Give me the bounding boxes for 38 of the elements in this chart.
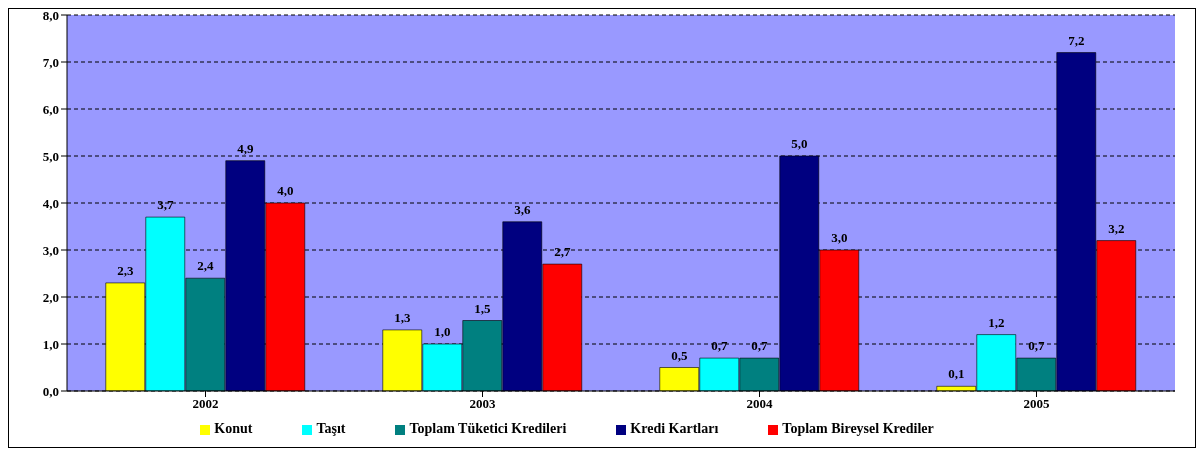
data-label: 7,2 — [1068, 32, 1085, 48]
y-tick-label: 8,0 — [42, 7, 59, 23]
y-tick-label: 4,0 — [42, 195, 59, 211]
legend-label: Toplam Bireysel Krediler — [782, 421, 934, 436]
legend-label: Taşıt — [316, 421, 346, 436]
x-tick-label: 2005 — [1023, 396, 1050, 412]
data-label: 2,4 — [197, 258, 214, 274]
legend-label: Toplam Tüketici Kredileri — [409, 421, 567, 436]
data-label: 5,0 — [791, 136, 808, 151]
data-label: 4,9 — [237, 140, 254, 156]
data-label: 4,0 — [277, 183, 294, 198]
data-label: 3,6 — [514, 201, 531, 217]
y-tick-label: 7,0 — [42, 54, 59, 70]
data-label: 3,2 — [1108, 220, 1125, 236]
y-tick-label: 3,0 — [42, 242, 59, 258]
legend-label: Kredi Kartları — [630, 421, 719, 436]
data-label: 0,7 — [711, 338, 728, 354]
data-label: 3,0 — [831, 230, 848, 245]
data-label: 0,7 — [751, 338, 768, 354]
data-label: 0,1 — [948, 366, 965, 382]
data-label: 2,7 — [554, 244, 571, 260]
y-tick-label: 0,0 — [42, 383, 59, 399]
data-label: 1,3 — [394, 309, 411, 325]
y-tick-label: 1,0 — [42, 336, 59, 352]
data-label: 0,7 — [1028, 338, 1045, 354]
data-label: 1,2 — [988, 314, 1005, 330]
y-tick-label: 2,0 — [42, 289, 59, 305]
data-label: 0,5 — [671, 347, 688, 363]
x-tick-label: 2004 — [746, 396, 773, 412]
legend-label: Konut — [214, 421, 253, 436]
x-tick-label: 2003 — [469, 396, 496, 412]
data-label: 2,3 — [117, 262, 134, 278]
x-tick-label: 2002 — [192, 396, 219, 412]
data-label: 3,7 — [157, 197, 174, 213]
data-label: 1,0 — [434, 324, 451, 339]
y-tick-label: 5,0 — [42, 148, 59, 164]
data-label: 1,5 — [474, 300, 491, 316]
y-tick-label: 6,0 — [42, 101, 59, 117]
